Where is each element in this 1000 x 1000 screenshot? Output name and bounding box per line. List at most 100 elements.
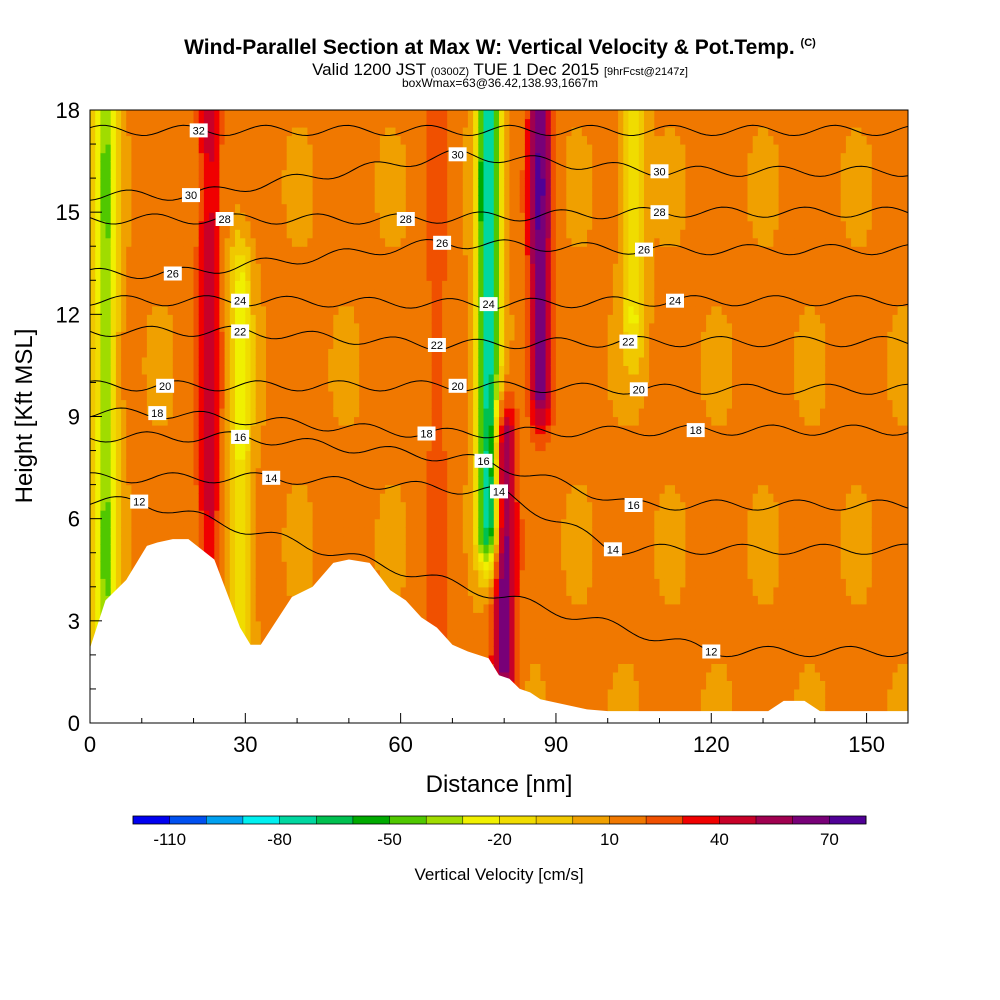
field-cell — [317, 552, 324, 562]
field-cell — [219, 169, 226, 179]
field-cell — [260, 314, 267, 324]
field-cell — [167, 178, 174, 188]
field-cell — [385, 493, 391, 503]
field-cell — [121, 467, 127, 477]
field-cell — [411, 535, 417, 545]
field-cell — [421, 476, 428, 486]
field-cell — [209, 484, 215, 494]
field-cell — [260, 365, 267, 375]
field-cell — [188, 373, 195, 383]
field-cell — [162, 135, 169, 145]
field-cell — [390, 356, 397, 366]
field-cell — [141, 305, 148, 315]
field-cell — [141, 246, 148, 256]
field-cell — [436, 535, 443, 545]
field-cell — [291, 459, 298, 469]
field-cell — [178, 510, 184, 520]
field-cell — [131, 203, 138, 213]
field-cell — [271, 391, 277, 401]
field-cell — [436, 186, 443, 196]
field-cell — [390, 459, 397, 469]
field-cell — [193, 297, 200, 307]
field-cell — [110, 127, 117, 137]
field-cell — [193, 408, 200, 418]
field-cell — [240, 280, 246, 290]
field-cell — [141, 510, 148, 520]
field-cell — [317, 416, 324, 426]
field-cell — [266, 493, 272, 503]
field-cell — [203, 237, 210, 247]
field-cell — [229, 578, 236, 588]
field-cell — [110, 493, 117, 503]
field-cell — [198, 348, 205, 358]
field-cell — [338, 297, 345, 307]
field-cell — [323, 237, 329, 247]
field-cell — [105, 237, 112, 247]
field-cell — [338, 348, 345, 358]
field-cell — [328, 127, 334, 137]
field-cell — [291, 450, 298, 460]
field-cell — [167, 169, 174, 179]
field-cell — [198, 237, 205, 247]
field-cell — [178, 212, 184, 222]
field-cell — [312, 144, 319, 154]
field-cell — [271, 314, 277, 324]
field-cell — [395, 586, 402, 596]
field-cell — [333, 271, 340, 281]
field-cell — [219, 348, 226, 358]
field-cell — [152, 373, 158, 383]
field-cell — [219, 178, 226, 188]
field-cell — [115, 195, 122, 205]
field-cell — [245, 246, 252, 256]
field-cell — [266, 118, 272, 128]
field-cell — [416, 263, 422, 273]
field-cell — [198, 322, 205, 332]
field-cell — [442, 373, 448, 383]
field-cell — [426, 484, 433, 494]
field-cell — [162, 237, 169, 247]
field-cell — [276, 578, 283, 588]
field-cell — [141, 450, 148, 460]
field-cell — [405, 408, 412, 418]
field-cell — [240, 391, 246, 401]
field-cell — [90, 459, 96, 469]
field-cell — [240, 603, 246, 613]
field-cell — [328, 348, 334, 358]
field-cell — [152, 152, 158, 162]
field-cell — [328, 220, 334, 230]
field-cell — [343, 518, 350, 528]
field-cell — [271, 552, 277, 562]
field-cell — [436, 348, 443, 358]
field-cell — [266, 408, 272, 418]
field-cell — [390, 544, 397, 554]
field-cell — [141, 356, 148, 366]
field-cell — [436, 365, 443, 375]
field-cell — [209, 229, 215, 239]
field-cell — [416, 195, 422, 205]
field-cell — [286, 518, 293, 528]
field-cell — [188, 152, 195, 162]
field-cell — [105, 484, 112, 494]
field-cell — [333, 459, 340, 469]
field-cell — [100, 382, 107, 392]
field-cell — [411, 118, 417, 128]
field-cell — [110, 152, 117, 162]
field-cell — [141, 518, 148, 528]
field-cell — [224, 569, 231, 579]
field-cell — [436, 297, 443, 307]
field-cell — [105, 161, 112, 171]
field-cell — [405, 391, 412, 401]
field-cell — [95, 433, 101, 443]
field-cell — [198, 305, 205, 315]
field-cell — [141, 365, 148, 375]
field-cell — [126, 484, 132, 494]
field-cell — [198, 271, 205, 281]
field-cell — [369, 195, 376, 205]
field-cell — [193, 442, 200, 452]
field-cell — [297, 118, 303, 128]
field-cell — [126, 314, 132, 324]
field-cell — [338, 186, 345, 196]
field-cell — [385, 263, 391, 273]
field-cell — [219, 118, 226, 128]
field-cell — [411, 595, 417, 605]
